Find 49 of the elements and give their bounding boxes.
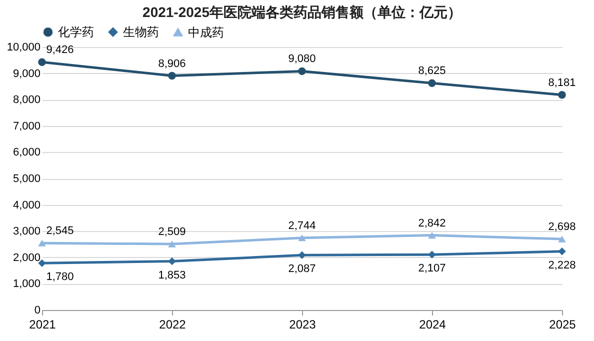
data-label: 1,780: [46, 271, 74, 284]
y-tick-label: 3,000: [12, 226, 40, 238]
x-tick-label: 2024: [419, 318, 446, 332]
x-tick-label: 2021: [29, 318, 56, 332]
y-tick-label: 0: [34, 304, 40, 316]
point: [298, 234, 306, 242]
point: [428, 250, 436, 258]
data-label: 2,842: [418, 217, 446, 230]
point: [558, 236, 566, 242]
data-label: 2,087: [288, 263, 316, 276]
legend-label: 中成药: [188, 25, 224, 40]
point: [38, 58, 46, 66]
y-tick-label: 4,000: [12, 199, 40, 212]
point: [428, 79, 436, 88]
data-label: 1,853: [158, 269, 186, 282]
point: [168, 72, 176, 80]
y-tick-label: 6,000: [12, 146, 40, 159]
x-tick-label: 2025: [549, 318, 576, 332]
y-tick-label: 8,000: [12, 94, 40, 106]
data-label: 2,509: [158, 226, 186, 238]
data-label: 2,698: [548, 221, 576, 234]
point: [558, 248, 566, 256]
point: [38, 240, 46, 246]
data-label: 2,545: [46, 225, 74, 238]
point: [168, 240, 176, 248]
x-tick-label: 2022: [159, 318, 186, 332]
point: [298, 251, 306, 259]
legend-label: 化学药: [58, 25, 94, 40]
y-tick-label: 10,000: [6, 42, 40, 54]
point: [168, 257, 176, 266]
point: [298, 67, 306, 76]
data-label: 8,625: [418, 65, 446, 78]
legend-label: 生物药: [123, 25, 159, 40]
data-label: 9,426: [46, 44, 74, 56]
data-label: 8,906: [158, 58, 186, 70]
data-label: 2,228: [548, 259, 576, 272]
data-label: 2,107: [418, 262, 446, 275]
x-tick-label: 2023: [289, 318, 316, 332]
data-label: 2,744: [288, 220, 316, 232]
y-tick-label: 1,000: [12, 278, 40, 290]
y-tick-label: 7,000: [12, 120, 40, 132]
chart-title: 2021-2025年医院端各类药品销售额（单位：亿元）: [142, 4, 462, 20]
data-label: 9,080: [288, 53, 316, 66]
y-tick-label: 9,000: [12, 68, 40, 80]
y-tick-label: 5,000: [12, 173, 40, 185]
y-tick-label: 2,000: [12, 252, 40, 264]
point: [428, 232, 436, 239]
point: [558, 90, 566, 99]
data-label: 8,181: [548, 76, 576, 89]
